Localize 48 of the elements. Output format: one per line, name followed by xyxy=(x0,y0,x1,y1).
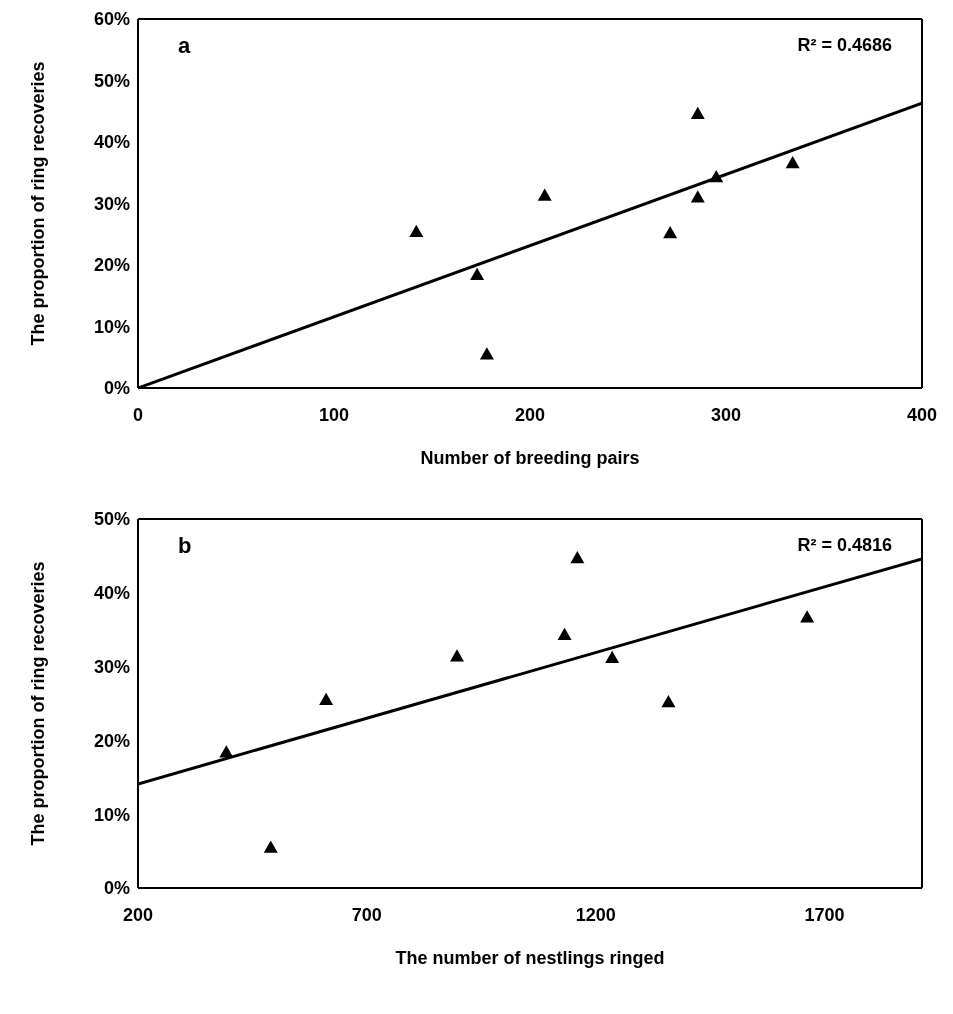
point xyxy=(479,347,494,360)
point xyxy=(537,188,552,201)
point xyxy=(450,649,464,662)
y-tick-label: 10% xyxy=(93,804,130,825)
point xyxy=(557,627,572,641)
point xyxy=(570,551,585,564)
point xyxy=(663,226,678,239)
point xyxy=(690,190,705,203)
x-tick-label: 700 xyxy=(351,904,382,925)
x-tick-label: 200 xyxy=(122,904,154,925)
point xyxy=(219,745,234,758)
point xyxy=(263,840,278,853)
y-tick-label: 50% xyxy=(93,509,130,530)
point xyxy=(470,267,485,281)
x-tick-label: 0 xyxy=(132,404,144,425)
x-tick-label: 1200 xyxy=(575,904,616,925)
point xyxy=(319,692,334,706)
y-tick-label: 20% xyxy=(93,255,130,276)
y-tick-label: 30% xyxy=(93,656,130,677)
point xyxy=(800,610,815,623)
x-tick-label: 1700 xyxy=(804,904,845,925)
y-axis-title: The proportion of ring recoveries xyxy=(28,561,49,846)
annotation: a xyxy=(178,33,191,59)
point xyxy=(785,155,800,169)
y-tick-label: 60% xyxy=(93,9,130,30)
x-tick-label: 200 xyxy=(514,404,546,425)
y-axis-title: The proportion of ring recoveries xyxy=(28,61,49,346)
y-tick-label: 40% xyxy=(93,583,130,604)
point xyxy=(690,106,705,119)
point xyxy=(661,695,676,708)
y-tick-label: 20% xyxy=(93,730,130,751)
x-tick-label: 300 xyxy=(710,404,742,425)
point xyxy=(709,170,724,183)
y-tick-label: 50% xyxy=(93,70,130,91)
y-tick-label: 0% xyxy=(103,378,130,399)
x-tick-label: 100 xyxy=(318,404,350,425)
x-tick-label: 400 xyxy=(906,404,938,425)
x-axis-title: The number of nestlings ringed xyxy=(395,948,665,968)
annotation: R² = 0.4816 xyxy=(797,535,892,556)
point xyxy=(409,224,424,238)
y-tick-label: 10% xyxy=(93,316,130,337)
x-axis-title: Number of breeding pairs xyxy=(420,448,640,468)
y-tick-label: 0% xyxy=(103,878,130,899)
y-tick-label: 40% xyxy=(93,132,130,153)
annotation: b xyxy=(178,533,192,559)
y-tick-label: 30% xyxy=(93,193,130,214)
annotation: R² = 0.4686 xyxy=(797,35,892,56)
point xyxy=(605,650,620,663)
